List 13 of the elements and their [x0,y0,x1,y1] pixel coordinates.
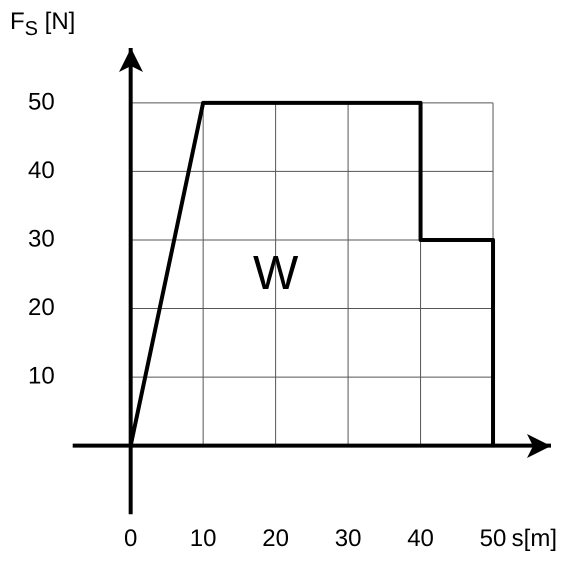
x-tick-label: 40 [407,525,434,552]
y-tick-label: 50 [28,88,55,116]
y-axis-title: F$_{S}$ [N] [10,8,76,41]
x-tick-label: 50 [480,525,506,552]
x-tick-label: 0 [124,525,138,552]
x-tick-label: 10 [190,525,216,552]
y-tick-label: 30 [28,226,55,253]
y-tick-label: 40 [28,157,55,184]
x-tick-label: 20 [262,525,289,552]
x-axis-title: s[m] [512,525,557,553]
y-tick-label: 20 [28,294,55,322]
x-tick-label: 30 [334,525,362,552]
y-tick-label: 10 [28,362,55,390]
